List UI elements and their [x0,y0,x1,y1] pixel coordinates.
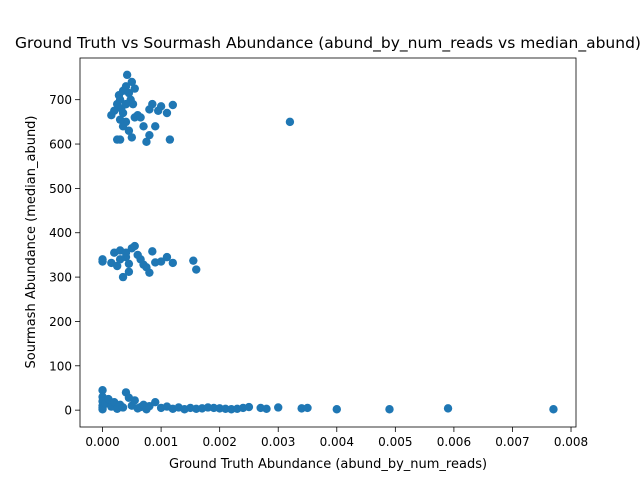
point [110,106,119,115]
point [145,268,154,277]
x-tick-label: 0.000 [85,435,119,449]
point [145,401,154,411]
point [121,248,131,257]
point [118,122,128,131]
point [303,403,312,413]
point [121,99,131,109]
point [112,261,122,271]
point [98,257,107,266]
point [118,108,128,118]
x-tick-label: 0.003 [261,435,295,449]
point [115,255,125,264]
y-tick-label: 700 [49,93,72,107]
x-axis-label: Ground Truth Abundance (abund_by_num_rea… [169,457,487,472]
y-tick-label: 500 [49,182,72,196]
point [549,405,558,414]
x-tick-label: 0.005 [378,435,412,449]
y-axis-label: Sourmash Abundance (median_abund) [24,115,39,368]
point [145,130,154,140]
y-tick-label: 0 [64,404,72,418]
point [142,137,151,147]
point [192,265,201,274]
point [124,259,134,268]
x-tick-label: 0.008 [554,435,588,449]
point [128,99,138,109]
point [443,404,453,413]
plot-frame [79,57,577,428]
point [168,100,178,110]
point [162,252,172,262]
y-tick-label: 400 [49,226,72,240]
point [151,397,160,407]
point [244,402,254,412]
y-tick-label: 200 [49,315,72,329]
point [145,105,154,114]
x-tick-label: 0.002 [202,435,236,449]
point [274,403,283,412]
point [118,403,128,412]
point [121,82,131,91]
point [122,70,132,80]
y-tick-label: 100 [49,359,72,373]
point [124,88,134,98]
point [332,405,341,414]
y-tick-label: 600 [49,138,72,152]
point [115,135,125,144]
point [127,133,137,142]
point [98,385,107,395]
point [118,272,128,282]
point [148,247,157,256]
point [130,241,139,251]
point [130,396,139,405]
x-tick-label: 0.007 [495,435,529,449]
point [162,108,172,118]
point [136,113,145,122]
point [130,84,139,93]
point [156,257,166,266]
x-tick-label: 0.006 [437,435,471,449]
x-tick-label: 0.001 [144,435,178,449]
point [139,122,148,131]
point [127,77,137,87]
point [285,117,295,127]
point [262,404,271,414]
point [115,95,125,104]
point [385,405,394,414]
point [165,135,175,144]
chart-title: Ground Truth vs Sourmash Abundance (abun… [15,34,640,53]
point [156,102,166,111]
x-tick-label: 0.004 [320,435,354,449]
point [115,115,125,124]
point [124,126,134,135]
y-tick-label: 300 [49,271,72,285]
point [189,256,198,265]
point [168,258,178,268]
point [124,267,134,276]
point [151,122,160,131]
